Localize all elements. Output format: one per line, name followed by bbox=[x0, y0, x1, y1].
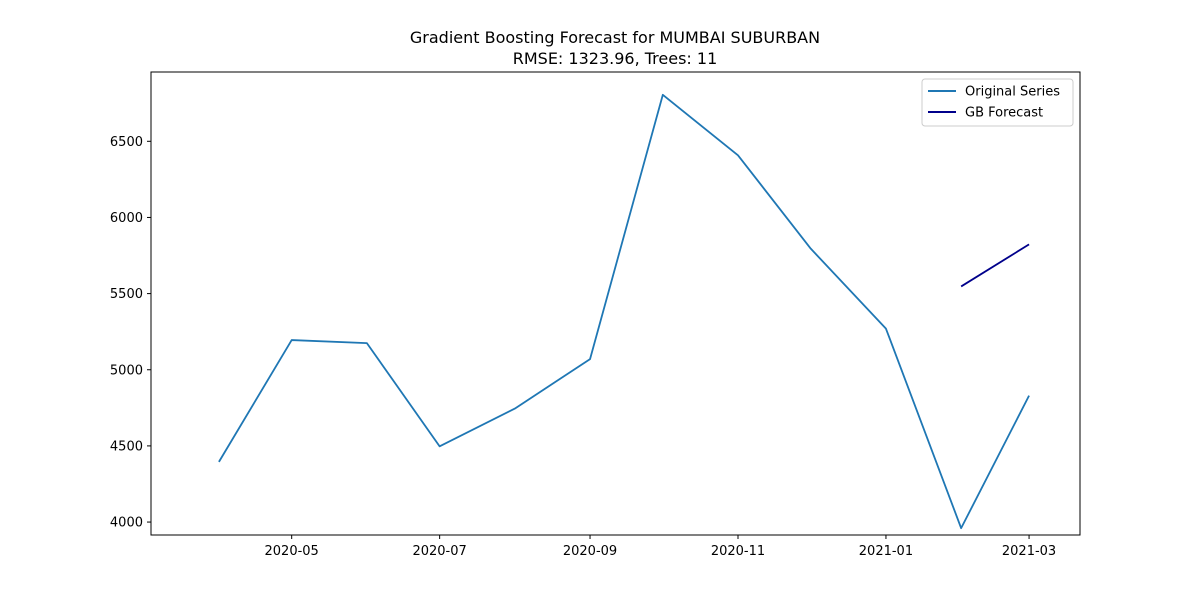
y-tick-label: 6500 bbox=[110, 135, 143, 150]
x-axis-ticks: 2020-05 2020-07 2020-09 2020-11 2021-01 2021-… bbox=[265, 535, 1056, 559]
series-lines bbox=[218, 93, 1030, 530]
x-tick-label: 2020-11 bbox=[711, 544, 765, 559]
plot-frame bbox=[150, 71, 1081, 536]
x-tick-label: 2020-05 bbox=[265, 544, 319, 559]
y-axis-ticks: 4000 4500 5000 5500 6000 6500 bbox=[110, 135, 151, 531]
chart-title: Gradient Boosting Forecast for MUMBAI SU… bbox=[410, 28, 820, 47]
x-tick-label: 2020-07 bbox=[412, 544, 466, 559]
legend-box bbox=[921, 78, 1074, 127]
series-line-forecast bbox=[960, 243, 1030, 288]
series-line-original bbox=[218, 93, 1030, 530]
chart-subtitle: RMSE: 1323.96, Trees: 11 bbox=[513, 49, 718, 68]
x-tick-label: 2020-09 bbox=[563, 544, 617, 559]
y-tick-label: 5000 bbox=[110, 363, 143, 378]
y-tick-label: 4500 bbox=[110, 439, 143, 454]
y-tick-label: 6000 bbox=[110, 211, 143, 226]
legend: Original Series GB Forecast bbox=[921, 78, 1074, 127]
legend-label: GB Forecast bbox=[965, 106, 1043, 121]
x-tick-label: 2021-01 bbox=[859, 544, 913, 559]
x-tick-label: 2021-03 bbox=[1002, 544, 1056, 559]
y-tick-label: 5500 bbox=[110, 287, 143, 302]
legend-label: Original Series bbox=[965, 85, 1060, 100]
y-tick-label: 4000 bbox=[110, 516, 143, 531]
